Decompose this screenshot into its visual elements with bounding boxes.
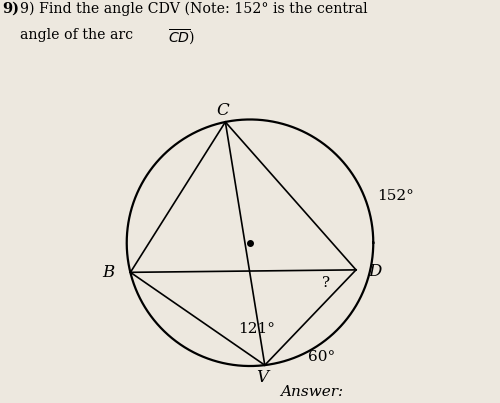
Text: C: C [216,102,230,119]
Text: 60°: 60° [308,350,335,364]
Text: 152°: 152° [377,189,414,203]
Text: 9): 9) [2,1,19,15]
Text: angle of the arc: angle of the arc [20,28,138,42]
Text: V: V [256,369,268,386]
Text: D: D [368,263,382,280]
Text: $\overline{CD}$): $\overline{CD}$) [168,28,194,48]
Text: Answer:: Answer: [280,385,343,399]
Text: 9) Find the angle CDV (Note: 152° is the central: 9) Find the angle CDV (Note: 152° is the… [20,2,368,17]
Text: B: B [102,264,115,281]
Text: ?: ? [322,276,330,291]
Text: 121°: 121° [238,322,275,336]
